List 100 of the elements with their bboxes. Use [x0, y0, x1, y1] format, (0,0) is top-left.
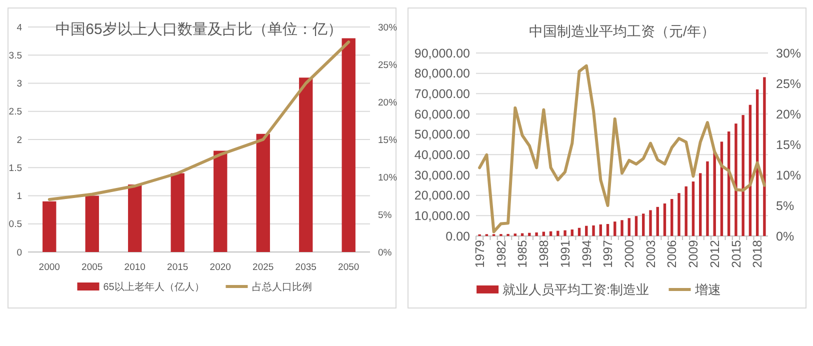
bar: [535, 232, 538, 236]
y-tick-label: 2.5: [8, 106, 22, 118]
bar: [706, 161, 709, 236]
bar: [564, 230, 566, 236]
y-tick-label: 50,000.00: [414, 128, 470, 142]
y2-tick-label: 30%: [776, 46, 802, 60]
bar: [570, 229, 574, 236]
bar: [670, 198, 674, 236]
line-series: [48, 40, 350, 201]
bar: [170, 173, 184, 252]
x-tick-label: 2035: [295, 262, 316, 273]
y2-tick-label: 5%: [378, 210, 392, 221]
line-series: [478, 64, 766, 234]
x-tick-label: 1988: [537, 240, 552, 268]
x-tick-label: 2025: [252, 262, 274, 273]
y-tick-label: 3.5: [8, 50, 22, 62]
bar: [620, 220, 624, 236]
bar: [256, 134, 270, 252]
y2-tick-label: 5%: [776, 198, 794, 213]
bar: [742, 115, 744, 236]
y-tick-label: 0: [16, 247, 22, 258]
bar: [299, 78, 313, 252]
x-tick-label: 2015: [167, 262, 188, 273]
x-tick-label: 2000: [622, 240, 636, 268]
y-tick-label: 3: [16, 78, 22, 90]
y2-tick-label: 10%: [776, 168, 802, 182]
bar: [684, 186, 688, 236]
legend-label: 占总人口比例: [252, 281, 312, 293]
y-tick-label: 30,000.00: [414, 168, 470, 182]
chart-title: 中国65岁以上人口数量及占比（单位：亿）: [56, 21, 342, 38]
y-tick-label: 2: [16, 134, 22, 146]
y2-tick-label: 25%: [378, 60, 398, 71]
y2-tick-label: 10%: [378, 172, 398, 184]
x-tick-label: 2010: [124, 262, 146, 273]
bar: [692, 182, 695, 236]
y-tick-label: 80,000.00: [414, 66, 470, 81]
bar: [599, 224, 602, 236]
bar: [634, 216, 638, 236]
bar: [763, 77, 766, 236]
x-tick-label: 1997: [601, 240, 616, 268]
x-tick-label: 2009: [686, 240, 701, 268]
x-tick-label: 2003: [644, 240, 658, 268]
y-tick-label: 40,000.00: [414, 148, 470, 162]
bar: [214, 150, 228, 252]
bar: [663, 203, 666, 236]
y2-tick-label: 15%: [378, 134, 398, 146]
bar: [542, 232, 546, 236]
bar: [606, 224, 610, 236]
bar: [42, 201, 56, 252]
bar: [85, 196, 99, 252]
bar: [578, 228, 581, 236]
bar: [128, 184, 142, 252]
y2-tick-label: 0%: [378, 247, 392, 258]
chart-title: 中国制造业平均工资（元/年）: [529, 23, 715, 39]
x-tick-label: 2012: [708, 240, 722, 268]
y-tick-label: 70,000.00: [414, 87, 470, 102]
x-tick-label: 1994: [580, 240, 594, 268]
y-tick-label: 60,000.00: [414, 107, 470, 122]
y-tick-label: 1: [16, 191, 22, 202]
bar: [698, 173, 702, 236]
y2-tick-label: 30%: [378, 22, 398, 34]
y-tick-label: 0.5: [8, 219, 22, 230]
x-tick-label: 1982: [494, 240, 508, 268]
x-tick-label: 2050: [338, 262, 360, 273]
bar: [592, 225, 595, 236]
y-tick-label: 0.00: [446, 229, 470, 244]
y2-tick-label: 0%: [776, 229, 794, 244]
y-tick-label: 20,000.00: [414, 188, 470, 203]
bar: [342, 38, 356, 252]
y-tick-label: 4: [16, 22, 22, 34]
x-tick-label: 1991: [558, 240, 572, 268]
y-tick-label: 90,000.00: [414, 46, 470, 60]
bar: [642, 214, 645, 236]
bar: [713, 151, 716, 236]
x-tick-label: 2018: [750, 240, 765, 268]
bar: [556, 230, 560, 236]
x-tick-label: 2005: [82, 262, 103, 273]
x-tick-label: 1979: [472, 240, 487, 268]
bar: [678, 193, 680, 236]
x-tick-label: 2020: [210, 262, 231, 273]
bar: [628, 218, 630, 236]
bar: [585, 226, 588, 236]
legend-label: 就业人员平均工资:制造业: [502, 282, 650, 297]
y2-tick-label: 15%: [776, 138, 802, 152]
y-tick-label: 10,000.00: [414, 209, 470, 224]
y2-tick-label: 25%: [776, 76, 802, 91]
bar: [528, 232, 531, 236]
y2-tick-label: 20%: [776, 107, 802, 122]
bar: [614, 222, 616, 236]
bar: [656, 206, 659, 236]
bar: [649, 210, 652, 236]
x-tick-label: 2015: [729, 240, 744, 268]
legend-label: 65以上老年人（亿人）: [103, 281, 204, 293]
x-tick-label: 2000: [38, 262, 60, 273]
legend-label: 增速: [694, 282, 721, 297]
y2-tick-label: 20%: [378, 97, 398, 108]
x-tick-label: 2006: [665, 240, 680, 268]
x-tick-label: 1985: [516, 240, 530, 268]
y-tick-label: 1.5: [8, 162, 22, 174]
bar: [734, 124, 738, 236]
